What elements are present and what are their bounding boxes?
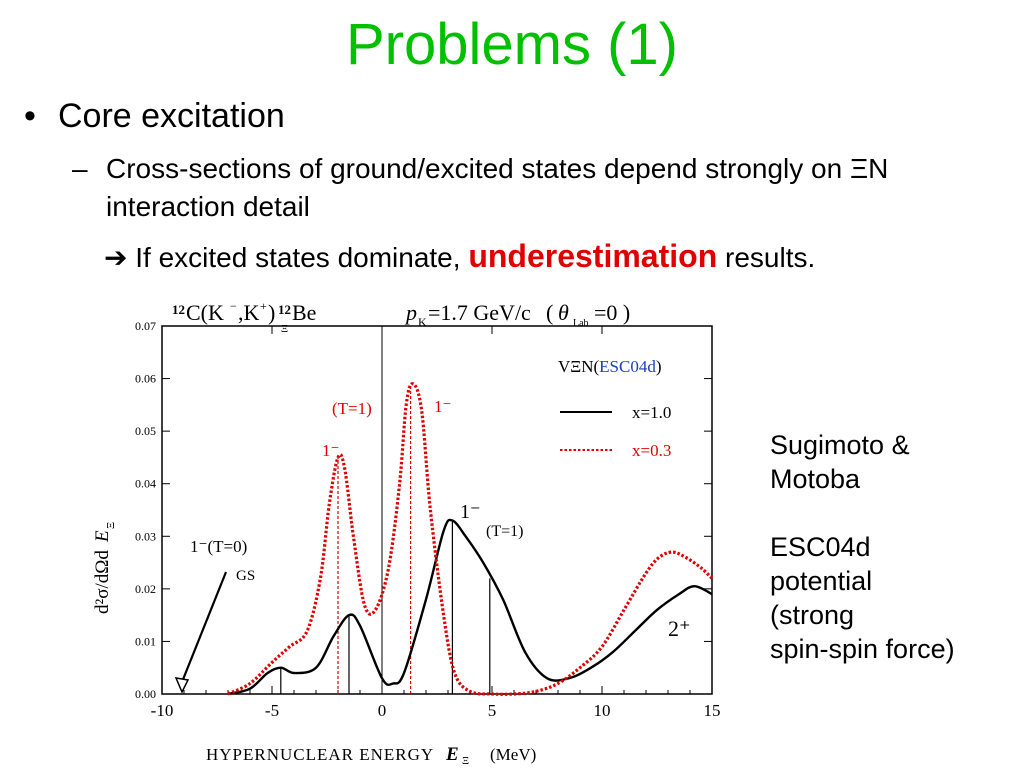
svg-text:Ξ: Ξ: [281, 323, 288, 335]
svg-text:(MeV): (MeV): [490, 745, 536, 764]
svg-text:E: E: [445, 744, 459, 765]
gs-pointer-line: [180, 571, 228, 683]
svg-text:12: 12: [278, 302, 291, 317]
y-tick-label: 0.04: [135, 477, 156, 491]
annotation-two-plus: 2⁺: [668, 616, 691, 641]
slide-title: Problems (1): [346, 12, 678, 77]
y-axis-label: d²σ/dΩd E Ξ: [92, 522, 117, 614]
x-tick-label: 0: [378, 701, 387, 720]
potential-line-3: (strong: [770, 600, 855, 630]
legend-title: VΞN(ESC04d): [558, 357, 662, 376]
series-line-x-0-3: [227, 382, 714, 696]
y-tick-label: 0.06: [135, 372, 156, 386]
authors-line-2: Motoba: [770, 464, 861, 494]
svg-text:=0 ): =0 ): [594, 300, 630, 325]
svg-text:p: p: [404, 300, 417, 325]
x-tick-label: -10: [151, 701, 174, 720]
bullet-text: Core excitation: [58, 97, 285, 135]
gs-arrowhead-icon: [174, 677, 190, 694]
y-tick-label: 0.02: [135, 582, 156, 596]
legend-label: x=1.0: [632, 403, 671, 422]
svg-text:C(K: C(K: [186, 300, 224, 325]
legend-label: x=0.3: [632, 441, 671, 460]
svg-text:Lab: Lab: [573, 318, 589, 329]
y-tick-label: 0.05: [135, 424, 156, 438]
y-tick-label: 0.00: [135, 687, 156, 701]
svg-text:+: +: [260, 299, 267, 313]
annotation-black-t1: (T=1): [486, 523, 523, 540]
plot-frame: [161, 325, 713, 695]
svg-text:−: −: [230, 299, 237, 313]
potential-line-1: ESC04d: [770, 532, 871, 562]
y-tick-label: 0.07: [135, 319, 156, 333]
x-tick-label: 5: [488, 701, 497, 720]
arrow-icon: ➔: [104, 242, 128, 273]
svg-text:): ): [268, 300, 275, 325]
svg-text:(: (: [546, 300, 553, 325]
sub-bullet-marker: –: [72, 153, 88, 184]
cross-section-figure: 12 C(K − ,K + ) 12 Ξ Be p K =1.7 GeV/c (…: [80, 284, 740, 768]
side-note: Sugimoto & Motoba ESC04d potential (stro…: [770, 428, 1020, 666]
arrow-line-text: If excited states dominate,: [135, 242, 461, 273]
svg-text:θ: θ: [558, 300, 569, 325]
svg-text:12: 12: [172, 302, 185, 317]
sub-bullet-text: Cross-sections of ground/excited states …: [106, 153, 889, 222]
authors-line-1: Sugimoto &: [770, 430, 910, 460]
bullet-marker: •: [24, 97, 36, 135]
emphasis-underestimation: underestimation: [468, 238, 718, 274]
x-tick-label: 10: [594, 701, 611, 720]
svg-text:,K: ,K: [238, 300, 260, 325]
y-tick-label: 0.01: [135, 634, 156, 648]
series-line-x-1-0: [227, 518, 713, 696]
annotation-red-1minus-left: 1⁻: [322, 441, 339, 460]
svg-text:HYPERNUCLEAR ENERGY: HYPERNUCLEAR ENERGY: [206, 745, 434, 764]
bullet-core-excitation: • Core excitation: [24, 94, 285, 138]
annotation-gs-label: GS: [236, 568, 255, 584]
cross-section-chart: 12 C(K − ,K + ) 12 Ξ Be p K =1.7 GeV/c (…: [92, 299, 721, 767]
svg-text:Be: Be: [292, 300, 316, 325]
chart-title: 12 C(K − ,K + ) 12 Ξ Be p K =1.7 GeV/c (…: [172, 299, 630, 335]
x-axis-label: HYPERNUCLEAR ENERGY E Ξ (MeV): [206, 744, 536, 767]
potential-line-4: spin-spin force): [770, 634, 955, 664]
svg-text:Ξ: Ξ: [105, 522, 117, 529]
y-tick-label: 0.03: [135, 529, 156, 543]
svg-text:E: E: [92, 530, 113, 543]
annotation-red-1minus-right: 1⁻: [434, 397, 451, 416]
annotation-gs-state: 1⁻(T=0): [190, 537, 247, 556]
arrow-line: ➔ If excited states dominate, underestim…: [104, 236, 815, 278]
annotation-red-t1: (T=1): [332, 399, 372, 418]
svg-text:d²σ/dΩd: d²σ/dΩd: [92, 550, 113, 614]
annotation-black-1minus: 1⁻: [460, 501, 481, 523]
potential-line-2: potential: [770, 566, 873, 596]
x-tick-label: -5: [265, 701, 279, 720]
arrow-line-suffix: results.: [725, 242, 816, 273]
x-tick-label: 15: [704, 701, 721, 720]
svg-text:=1.7 GeV/c: =1.7 GeV/c: [428, 300, 531, 325]
svg-text:K: K: [418, 315, 427, 329]
svg-text:Ξ: Ξ: [462, 755, 469, 767]
